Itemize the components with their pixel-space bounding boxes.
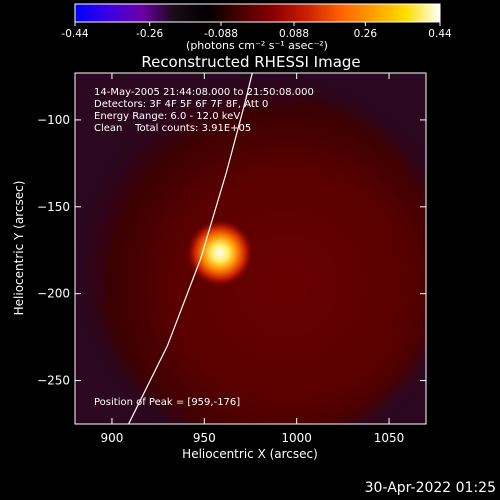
peak-source <box>185 218 254 287</box>
y-tick-label: −150 <box>37 200 70 214</box>
x-axis-label: Heliocentric X (arcsec) <box>182 447 318 461</box>
y-axis-label: Heliocentric Y (arcsec) <box>12 180 26 316</box>
colorbar-tick-label: 0.088 <box>279 28 309 40</box>
x-tick-label: 1050 <box>374 431 405 445</box>
colorbar-unit-label: (photons cm⁻² s⁻¹ asec⁻²) <box>186 39 328 52</box>
colorbar-tick-label: -0.44 <box>61 28 88 40</box>
y-tick-label: −200 <box>37 287 70 301</box>
x-tick-label: 950 <box>193 431 216 445</box>
x-tick-label: 1000 <box>281 431 312 445</box>
colorbar-tick-label: 0.44 <box>428 28 452 40</box>
colorbar-tick-label: -0.088 <box>204 28 238 40</box>
info-line-clean: Clean Total counts: 3.91E+05 <box>94 123 252 134</box>
plot-frame <box>74 72 427 425</box>
solar-limb-line <box>128 73 253 424</box>
peak-position-label: Position of Peak = [959,-176] <box>94 397 241 408</box>
colorbar: -0.44 -0.26 -0.088 0.088 0.26 0.44 <box>61 3 452 40</box>
info-line-energy: Energy Range: 6.0 - 12.0 keV <box>94 111 241 122</box>
x-tick-label: 900 <box>100 431 123 445</box>
colorbar-tick-label: -0.26 <box>136 28 163 40</box>
info-line-time: 14-May-2005 21:44:08.000 to 21:50:08.000 <box>94 87 314 98</box>
y-tick-label: −250 <box>37 374 70 388</box>
info-line-detectors: Detectors: 3F 4F 5F 6F 7F 8F, Att 0 <box>94 99 269 110</box>
chart-title: Reconstructed RHESSI Image <box>141 53 361 71</box>
y-tick-label: −100 <box>37 113 70 127</box>
colorbar-tick-label: 0.26 <box>354 28 378 40</box>
timestamp: 30-Apr-2022 01:25 <box>364 480 496 496</box>
emission-disk <box>93 92 426 424</box>
